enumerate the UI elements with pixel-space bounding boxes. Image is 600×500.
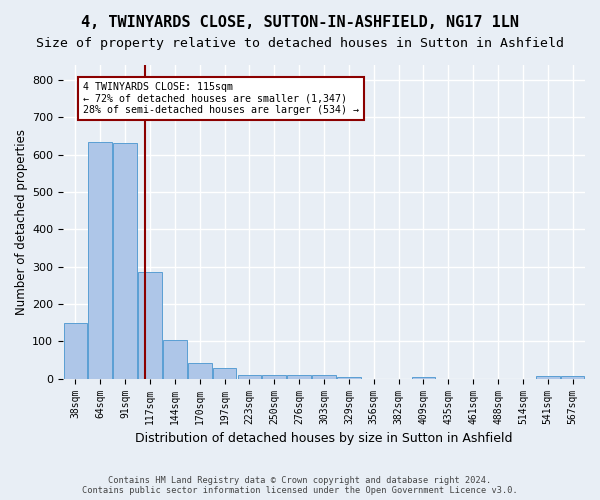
- Bar: [188, 363, 212, 378]
- Bar: [287, 375, 311, 378]
- Y-axis label: Number of detached properties: Number of detached properties: [15, 129, 28, 315]
- Bar: [561, 376, 584, 378]
- Bar: [88, 142, 112, 378]
- Bar: [337, 377, 361, 378]
- Bar: [163, 340, 187, 378]
- Bar: [138, 272, 162, 378]
- Text: 4, TWINYARDS CLOSE, SUTTON-IN-ASHFIELD, NG17 1LN: 4, TWINYARDS CLOSE, SUTTON-IN-ASHFIELD, …: [81, 15, 519, 30]
- Text: Contains HM Land Registry data © Crown copyright and database right 2024.
Contai: Contains HM Land Registry data © Crown c…: [82, 476, 518, 495]
- Bar: [536, 376, 560, 378]
- Bar: [262, 375, 286, 378]
- Text: Size of property relative to detached houses in Sutton in Ashfield: Size of property relative to detached ho…: [36, 38, 564, 51]
- Bar: [213, 368, 236, 378]
- Text: 4 TWINYARDS CLOSE: 115sqm
← 72% of detached houses are smaller (1,347)
28% of se: 4 TWINYARDS CLOSE: 115sqm ← 72% of detac…: [83, 82, 359, 115]
- X-axis label: Distribution of detached houses by size in Sutton in Ashfield: Distribution of detached houses by size …: [135, 432, 513, 445]
- Bar: [64, 322, 87, 378]
- Bar: [312, 375, 336, 378]
- Bar: [113, 144, 137, 378]
- Bar: [412, 377, 435, 378]
- Bar: [238, 375, 261, 378]
